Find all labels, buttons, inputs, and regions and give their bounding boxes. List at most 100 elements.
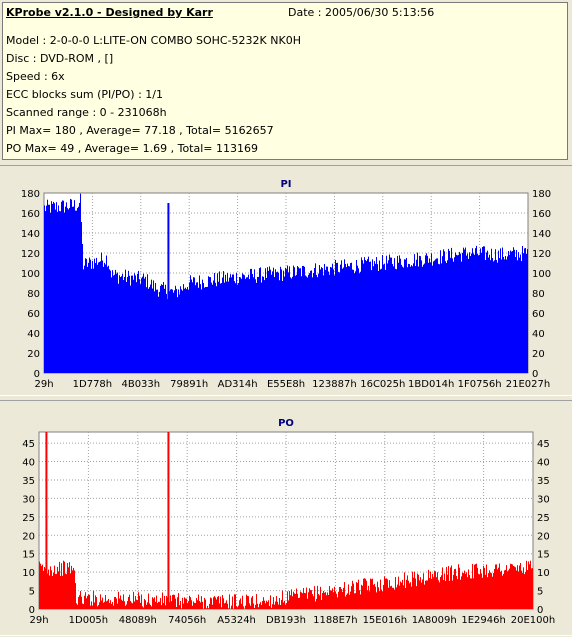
data-bar	[470, 578, 471, 609]
data-bar	[323, 591, 324, 609]
data-bar	[183, 284, 184, 373]
data-bar	[368, 586, 369, 609]
data-bar	[513, 566, 514, 609]
po-stats-line: PO Max= 49 , Average= 1.69 , Total= 1131…	[6, 142, 258, 155]
data-bar	[421, 583, 422, 609]
data-bar	[171, 601, 172, 609]
data-bar	[75, 583, 76, 609]
data-bar	[501, 260, 502, 373]
data-bar	[485, 260, 486, 373]
data-bar	[384, 264, 385, 373]
data-bar	[211, 283, 212, 373]
data-bar	[106, 601, 107, 609]
data-bar	[452, 258, 453, 373]
chart-title: PI	[280, 179, 291, 190]
data-bar	[277, 602, 278, 609]
data-bar	[349, 595, 350, 609]
chart-title: PO	[278, 418, 294, 429]
data-bar	[526, 561, 527, 609]
data-bar	[84, 596, 85, 609]
data-bar	[111, 604, 112, 609]
data-bar	[397, 256, 398, 373]
data-bar	[401, 583, 402, 609]
data-bar	[258, 277, 259, 373]
speed-line: Speed : 6x	[6, 70, 65, 83]
data-bar	[333, 592, 334, 609]
data-bar	[410, 582, 411, 609]
data-bar	[465, 574, 466, 609]
data-bar	[353, 584, 354, 609]
data-bar	[245, 606, 246, 609]
data-bar	[111, 277, 112, 373]
data-bar	[50, 213, 51, 373]
data-bar	[187, 287, 188, 373]
data-bar	[500, 248, 501, 373]
data-bar	[121, 276, 122, 373]
data-bar	[220, 284, 221, 373]
data-bar	[265, 603, 266, 609]
data-bar	[364, 578, 365, 609]
data-bar	[55, 210, 56, 373]
data-bar	[156, 290, 157, 373]
data-bar	[272, 271, 273, 373]
data-bar	[94, 259, 95, 373]
data-bar	[233, 275, 234, 373]
data-bar	[82, 603, 83, 609]
data-bar	[97, 265, 98, 373]
data-bar	[285, 605, 286, 609]
data-bar	[461, 576, 462, 609]
data-bar	[71, 566, 72, 609]
data-bar	[148, 594, 149, 609]
data-bar	[208, 276, 209, 373]
data-bar	[328, 595, 329, 609]
data-bar	[371, 270, 372, 373]
data-bar	[62, 576, 63, 609]
data-bar	[315, 263, 316, 373]
data-bar	[272, 604, 273, 609]
data-bar	[209, 277, 210, 373]
data-bar	[83, 269, 84, 373]
data-bar	[334, 587, 335, 609]
data-bar	[453, 575, 454, 609]
data-bar	[100, 261, 101, 373]
data-bar	[221, 607, 222, 609]
data-bar	[242, 273, 243, 373]
data-bar	[239, 277, 240, 373]
data-bar	[284, 277, 285, 373]
data-bar	[127, 601, 128, 609]
data-bar	[115, 597, 116, 609]
data-bar	[191, 279, 192, 373]
data-bar	[417, 573, 418, 609]
data-bar	[459, 568, 460, 609]
data-bar	[254, 269, 255, 373]
data-bar	[153, 598, 154, 609]
data-bar	[477, 568, 478, 609]
data-bar	[339, 587, 340, 609]
data-bar	[93, 591, 94, 609]
data-bar	[58, 205, 59, 373]
data-bar	[259, 268, 260, 373]
data-bar	[45, 211, 46, 373]
data-bar	[138, 271, 139, 373]
data-bar	[267, 602, 268, 609]
x-tick: 29h	[29, 615, 48, 626]
data-bar	[77, 208, 78, 373]
data-bar	[513, 247, 514, 373]
data-bar	[510, 251, 511, 373]
data-bar	[288, 600, 289, 609]
data-bar	[132, 603, 133, 609]
data-bar	[67, 208, 68, 373]
data-bar	[178, 289, 179, 373]
data-bar	[355, 593, 356, 609]
data-bar	[365, 579, 366, 609]
data-bar	[186, 599, 187, 609]
data-bar	[428, 263, 429, 373]
data-bar	[422, 579, 423, 609]
data-bar	[365, 260, 366, 373]
data-bar	[380, 269, 381, 373]
data-bar	[498, 568, 499, 609]
data-bar	[270, 270, 271, 373]
data-bar	[103, 267, 104, 373]
data-bar	[460, 254, 461, 373]
x-tick: 1E2946h	[461, 615, 505, 626]
